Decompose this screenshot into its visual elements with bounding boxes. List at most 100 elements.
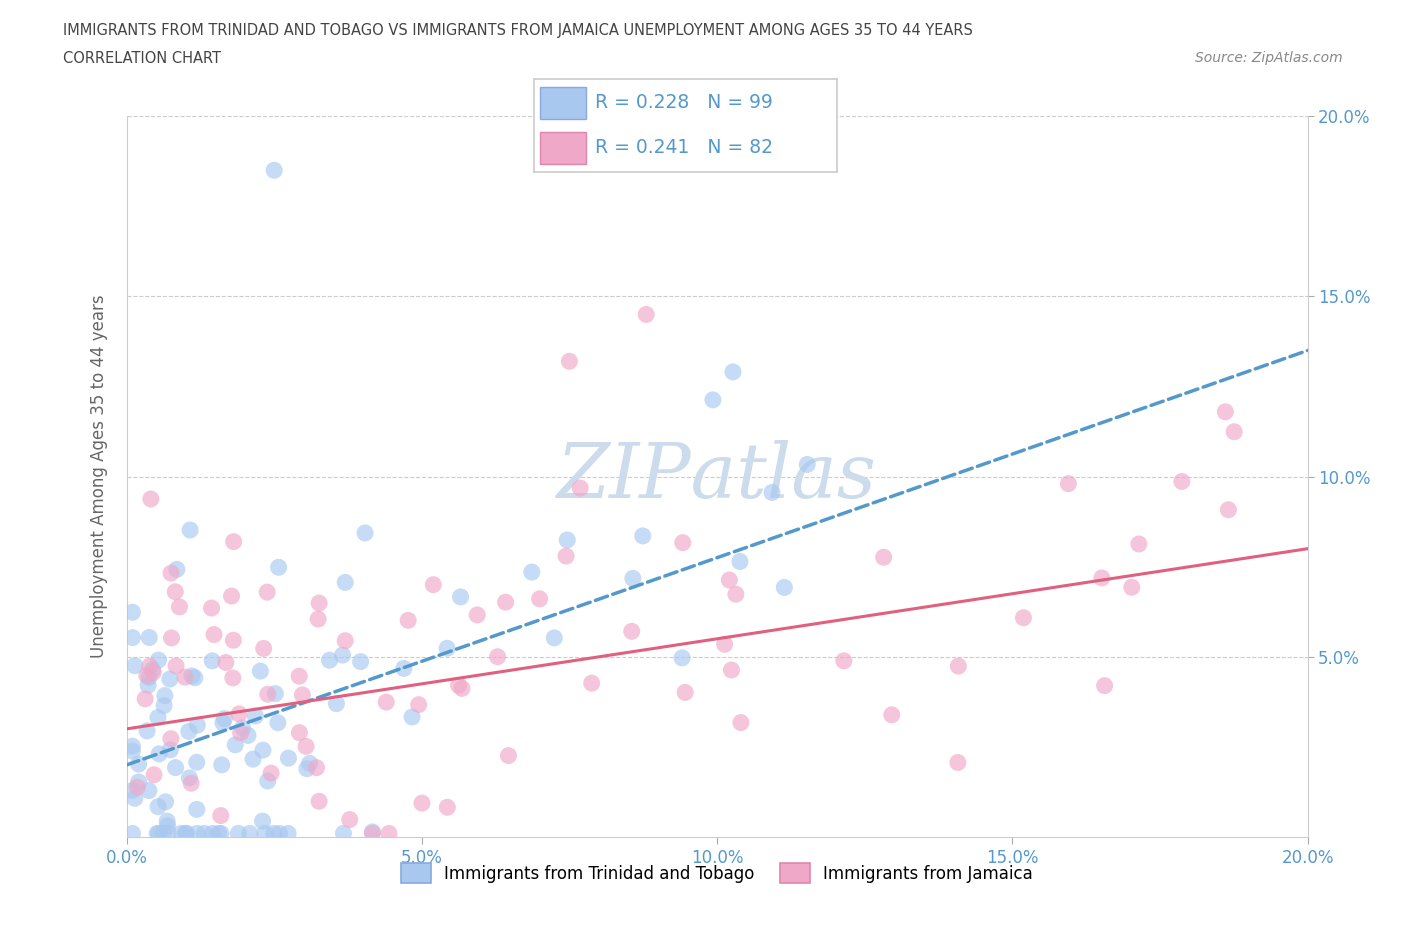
Point xyxy=(558,354,581,369)
Point xyxy=(146,711,169,725)
FancyBboxPatch shape xyxy=(540,132,586,164)
Point xyxy=(267,560,290,575)
Point xyxy=(239,826,262,841)
Point xyxy=(486,649,509,664)
Point xyxy=(222,671,245,685)
Point xyxy=(1121,579,1143,594)
Point xyxy=(232,721,254,736)
Point xyxy=(200,601,222,616)
Point xyxy=(138,783,160,798)
Point xyxy=(186,755,208,770)
Point xyxy=(121,744,143,759)
Point xyxy=(148,826,170,841)
Point xyxy=(361,826,384,841)
FancyBboxPatch shape xyxy=(540,87,586,119)
Point xyxy=(260,765,283,780)
Point xyxy=(392,661,415,676)
Y-axis label: Unemployment Among Ages 35 to 44 years: Unemployment Among Ages 35 to 44 years xyxy=(90,295,108,658)
Point xyxy=(209,826,232,841)
Point xyxy=(146,799,169,814)
Point xyxy=(1215,405,1237,419)
Legend: Immigrants from Trinidad and Tobago, Immigrants from Jamaica: Immigrants from Trinidad and Tobago, Imm… xyxy=(395,857,1039,890)
Point xyxy=(174,826,197,841)
Text: Source: ZipAtlas.com: Source: ZipAtlas.com xyxy=(1195,51,1343,65)
Point xyxy=(186,718,208,733)
Point xyxy=(308,794,330,809)
Point xyxy=(529,591,551,606)
Point xyxy=(1091,570,1114,585)
Point xyxy=(451,681,474,696)
Point xyxy=(256,687,278,702)
Point xyxy=(335,633,357,648)
Point xyxy=(305,760,328,775)
Point xyxy=(354,525,377,540)
Point xyxy=(724,587,747,602)
Text: R = 0.241   N = 82: R = 0.241 N = 82 xyxy=(595,139,773,157)
Point xyxy=(142,662,165,677)
Point xyxy=(308,595,330,610)
Point xyxy=(252,743,274,758)
Point xyxy=(543,631,565,645)
Point xyxy=(671,650,693,665)
Point xyxy=(702,392,724,407)
Point xyxy=(143,767,166,782)
Point xyxy=(672,536,695,551)
Point xyxy=(159,742,181,757)
Point xyxy=(796,457,818,472)
Point xyxy=(135,668,157,683)
Point xyxy=(721,365,744,379)
Point xyxy=(121,783,143,798)
Point xyxy=(121,631,143,645)
Point xyxy=(1171,474,1194,489)
Point xyxy=(236,728,259,743)
Point xyxy=(174,670,197,684)
Point xyxy=(520,565,543,579)
Point xyxy=(307,612,329,627)
Point xyxy=(555,533,578,548)
Point xyxy=(184,671,207,685)
Point xyxy=(146,826,169,841)
Point xyxy=(408,698,430,712)
Point xyxy=(155,794,177,809)
Point xyxy=(186,826,208,841)
Point xyxy=(121,738,143,753)
Point xyxy=(153,698,176,713)
Point xyxy=(288,669,311,684)
Point xyxy=(263,163,285,178)
Point xyxy=(136,678,159,693)
Point xyxy=(242,751,264,766)
Point xyxy=(134,691,156,706)
Point xyxy=(221,589,243,604)
Point xyxy=(169,600,191,615)
Point xyxy=(269,826,291,841)
Point xyxy=(1223,424,1246,439)
Point xyxy=(718,573,741,588)
Point xyxy=(361,824,384,839)
Point xyxy=(139,658,162,673)
Point xyxy=(495,594,517,609)
Point xyxy=(228,826,250,841)
Point xyxy=(249,664,271,679)
Point xyxy=(946,755,969,770)
Point xyxy=(148,747,170,762)
Point xyxy=(401,710,423,724)
Point xyxy=(159,671,181,686)
Point xyxy=(152,826,174,841)
Point xyxy=(209,808,232,823)
Point xyxy=(450,590,472,604)
Point xyxy=(948,658,970,673)
Point xyxy=(179,523,201,538)
Point xyxy=(157,826,180,841)
Point xyxy=(165,760,187,775)
Point xyxy=(153,688,176,703)
Point xyxy=(291,687,314,702)
Point xyxy=(730,715,752,730)
Point xyxy=(335,575,357,590)
Point xyxy=(713,637,735,652)
Point xyxy=(170,826,193,841)
Point xyxy=(177,724,200,738)
Point xyxy=(136,724,159,738)
Point xyxy=(620,624,643,639)
Point xyxy=(436,800,458,815)
Point xyxy=(180,776,202,790)
